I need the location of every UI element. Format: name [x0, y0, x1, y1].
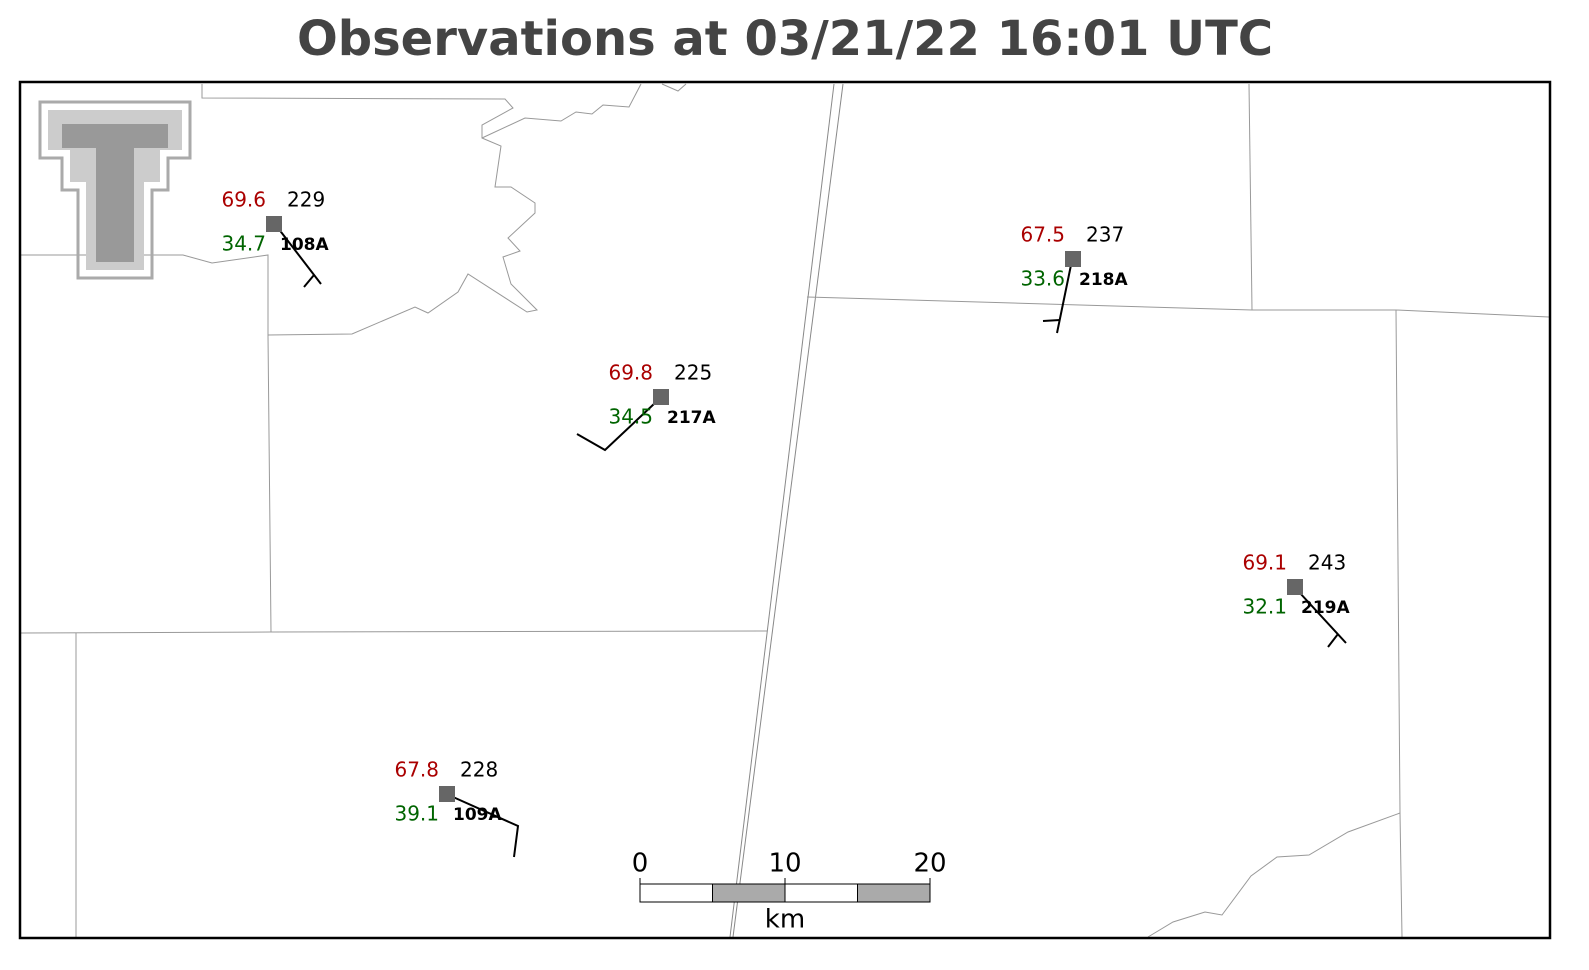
pressure: 243 — [1308, 551, 1346, 575]
station-marker — [266, 216, 282, 232]
temperature: 69.1 — [1242, 551, 1287, 575]
scale-label: 10 — [768, 849, 801, 879]
dewpoint: 39.1 — [394, 802, 439, 826]
wind-barbs — [277, 227, 1347, 858]
boundaries — [20, 83, 1550, 938]
scale-segment — [639, 883, 713, 903]
scale-label: 20 — [913, 849, 946, 879]
map-frame — [18, 80, 1552, 940]
temperature: 67.5 — [1020, 223, 1065, 247]
station-id: 108A — [280, 235, 329, 255]
pressure: 237 — [1086, 223, 1124, 247]
station-id: 219A — [1301, 598, 1350, 618]
station-marker — [1287, 579, 1303, 595]
temperature: 67.8 — [394, 758, 439, 782]
dewpoint: 33.6 — [1020, 267, 1065, 291]
scale-label: 0 — [632, 849, 649, 879]
scale-unit: km — [765, 905, 805, 935]
title: Observations at 03/21/22 16:01 UTC — [297, 11, 1273, 67]
dewpoint: 32.1 — [1242, 595, 1287, 619]
station-id: 217A — [667, 408, 716, 428]
scale-segment — [784, 883, 858, 903]
scale-segment — [712, 883, 786, 903]
logo — [38, 100, 192, 280]
station-marker — [1065, 251, 1081, 267]
pressure: 225 — [674, 361, 712, 385]
pressure: 228 — [460, 758, 498, 782]
dewpoint: 34.7 — [221, 232, 266, 256]
station-id: 218A — [1079, 270, 1128, 290]
temperature: 69.6 — [221, 188, 266, 212]
station-marker — [653, 389, 669, 405]
dewpoint: 34.5 — [608, 405, 653, 429]
pressure: 229 — [287, 188, 325, 212]
station-marker — [439, 786, 455, 802]
station-id: 109A — [453, 805, 502, 825]
temperature: 69.8 — [608, 361, 653, 385]
scale-segment — [857, 883, 931, 903]
